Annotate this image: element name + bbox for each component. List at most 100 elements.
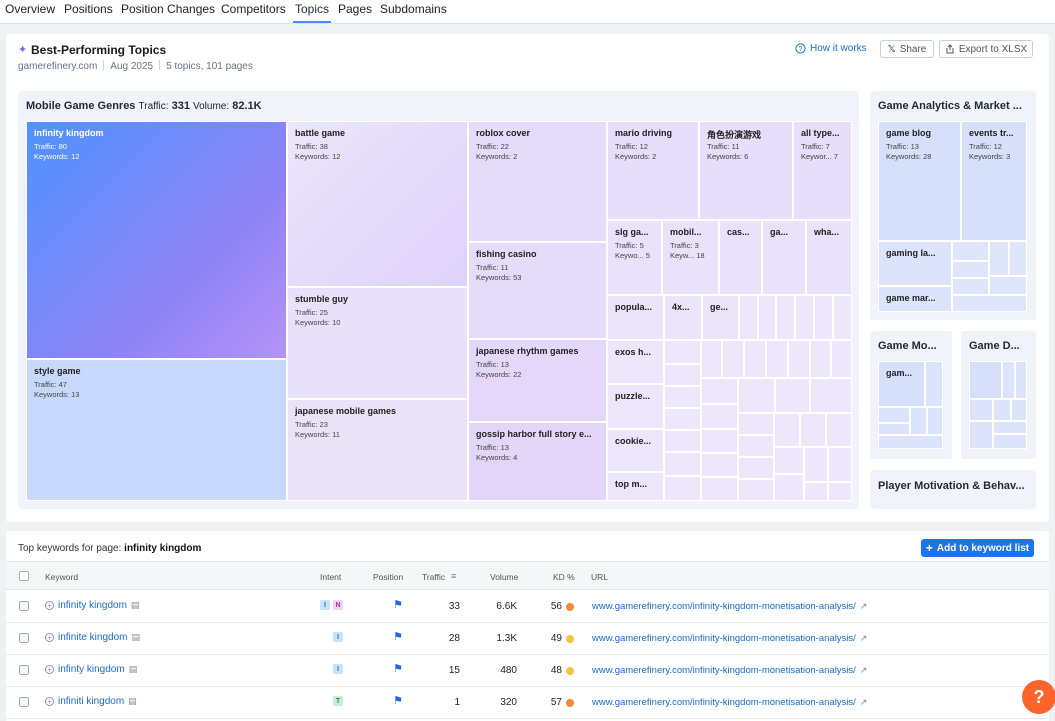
treemap-cell-small[interactable] [701, 477, 738, 501]
serp-feature-icon[interactable]: ⚑ [393, 695, 403, 707]
treemap-cell-small[interactable] [878, 423, 910, 435]
treemap-cell-small[interactable] [952, 241, 989, 261]
treemap-cell-small[interactable] [1015, 361, 1027, 399]
treemap-cell-gam[interactable]: gam... [878, 361, 925, 407]
treemap-cell-small[interactable] [952, 261, 989, 278]
topic-panel-game-mo[interactable]: Game Mo... gam... [870, 331, 952, 459]
plus-circle-icon[interactable]: + [45, 633, 54, 642]
treemap-cell-small[interactable] [878, 407, 910, 423]
treemap-cell-small[interactable] [738, 435, 774, 457]
col-intent[interactable]: Intent [320, 572, 342, 582]
treemap-cell-small[interactable] [758, 295, 776, 340]
treemap-cell-small[interactable] [993, 434, 1027, 449]
treemap-cell-japanese-rhythm-games[interactable]: japanese rhythm games Traffic: 13 Keywords… [468, 339, 607, 422]
treemap-cell-ga[interactable]: ga... [762, 220, 806, 295]
plus-circle-icon[interactable]: + [45, 697, 54, 706]
row-checkbox[interactable] [19, 633, 29, 643]
help-chat-button[interactable]: ? [1022, 680, 1055, 714]
row-checkbox[interactable] [19, 665, 29, 675]
treemap-cell-small[interactable] [664, 430, 701, 452]
col-keyword[interactable]: Keyword [45, 572, 79, 582]
treemap-cell-exos[interactable]: exos h... [607, 340, 664, 384]
row-checkbox[interactable] [19, 697, 29, 707]
treemap-cell-small[interactable] [989, 241, 1009, 276]
treemap-cell-small[interactable] [814, 295, 833, 340]
table-row[interactable]: + infinite kingdom ▤ I ⚑ 28 1.3K 49 www.… [6, 623, 1049, 655]
url-link[interactable]: www.gamerefinery.com/infinity-kingdom-mo… [592, 665, 867, 676]
treemap-cell-small[interactable] [993, 421, 1027, 434]
treemap-cell-small[interactable] [952, 278, 989, 295]
add-to-keyword-list-button[interactable]: + Add to keyword list [921, 539, 1034, 557]
treemap-cell-small[interactable] [738, 479, 774, 501]
treemap-cell-small[interactable] [766, 340, 788, 378]
treemap-cell-small[interactable] [826, 413, 852, 447]
treemap-cell-small[interactable] [952, 295, 1027, 312]
serp-feature-icon[interactable]: ⚑ [393, 631, 403, 643]
treemap-cell-cas[interactable]: cas... [719, 220, 762, 295]
external-link-icon[interactable]: ↗ [859, 697, 868, 707]
treemap-cell-small[interactable] [925, 361, 943, 407]
treemap-cell-small[interactable] [831, 340, 852, 378]
serp-icon[interactable]: ▤ [130, 600, 140, 610]
topic-panel-mobile-game-genres[interactable]: Mobile Game Genres Traffic: 331 Volume: … [18, 91, 859, 509]
treemap-cell-small[interactable] [775, 378, 810, 413]
treemap-cell-small[interactable] [738, 457, 774, 479]
table-row[interactable]: + infinity kingdom ▤ I N ⚑ 33 6.6K 56 ww… [6, 591, 1049, 623]
row-checkbox[interactable] [19, 601, 29, 611]
plus-circle-icon[interactable]: + [45, 665, 54, 674]
treemap-cell-small[interactable] [810, 378, 852, 413]
tab-topics[interactable]: Topics [295, 2, 330, 16]
url-link[interactable]: www.gamerefinery.com/infinity-kingdom-mo… [592, 601, 867, 612]
tab-positions[interactable]: Positions [64, 2, 113, 16]
treemap-cell-small[interactable] [878, 435, 943, 449]
treemap-cell-popular[interactable]: popula... [607, 295, 664, 340]
col-url[interactable]: URL [591, 572, 609, 582]
treemap-cell-rpg-chinese[interactable]: 角色扮演游戏 Traffic: 11 Keywords: 6 [699, 121, 793, 220]
treemap-cell-small[interactable] [833, 295, 852, 340]
treemap-cell-small[interactable] [738, 378, 775, 413]
export-button[interactable]: Export to XLSX [939, 40, 1033, 58]
treemap-cell-top-m[interactable]: top m... [607, 472, 664, 501]
treemap-cell-4x[interactable]: 4x... [664, 295, 702, 340]
treemap-cell-small[interactable] [701, 404, 738, 429]
col-volume[interactable]: Volume [490, 572, 519, 582]
treemap-cell-gossip-harbor[interactable]: gossip harbor full story e... Traffic: 13… [468, 422, 607, 501]
treemap-cell-small[interactable] [664, 364, 701, 386]
treemap-cell-small[interactable] [828, 447, 852, 482]
treemap-cell-mobile[interactable]: mobil... Traffic: 3 Keyw... 18 [662, 220, 719, 295]
treemap-cell-small[interactable] [664, 340, 701, 364]
treemap-cell-ge[interactable]: ge... [702, 295, 739, 340]
col-position[interactable]: Position [373, 572, 404, 582]
treemap-cell-small[interactable] [701, 378, 738, 404]
treemap-cell-game-mar[interactable]: game mar... [878, 286, 952, 312]
treemap-cell-wha[interactable]: wha... [806, 220, 852, 295]
treemap-cell-small[interactable] [969, 361, 1002, 399]
treemap-cell-small[interactable] [804, 447, 828, 482]
treemap-cell-game-blog[interactable]: game blog Traffic: 13 Keywords: 28 [878, 121, 961, 241]
treemap-cell-battle-game[interactable]: battle game Traffic: 38 Keywords: 12 [287, 121, 468, 287]
treemap-cell-small[interactable] [1009, 241, 1027, 276]
treemap-cell-small[interactable] [810, 340, 831, 378]
treemap-cell-small[interactable] [739, 295, 758, 340]
treemap-cell-small[interactable] [701, 340, 722, 378]
treemap-cell-small[interactable] [664, 476, 701, 501]
treemap-cell-small[interactable] [804, 482, 828, 501]
plus-circle-icon[interactable]: + [45, 601, 54, 610]
treemap-cell-japanese-mobile-games[interactable]: japanese mobile games Traffic: 23 Keywords… [287, 399, 468, 501]
treemap-cell-small[interactable] [664, 386, 701, 408]
treemap-cell-small[interactable] [776, 295, 795, 340]
keyword-link[interactable]: + infinty kingdom ▤ [45, 664, 137, 675]
treemap-cell-small[interactable] [969, 421, 993, 449]
treemap-cell-small[interactable] [774, 474, 804, 501]
keyword-link[interactable]: + infinite kingdom ▤ [45, 632, 140, 643]
topic-panel-game-d[interactable]: Game D... [961, 331, 1036, 459]
treemap-cell-small[interactable] [722, 340, 744, 378]
treemap-cell-small[interactable] [1002, 361, 1015, 399]
select-all-checkbox[interactable] [19, 571, 29, 581]
treemap-cell-small[interactable] [828, 482, 852, 501]
treemap-cell-small[interactable] [910, 407, 927, 435]
treemap-cell-small[interactable] [664, 408, 701, 430]
treemap-cell-small[interactable] [664, 452, 701, 476]
treemap-cell-small[interactable] [1011, 399, 1027, 421]
treemap-cell-events-tr[interactable]: events tr... Traffic: 12 Keywords: 3 [961, 121, 1027, 241]
